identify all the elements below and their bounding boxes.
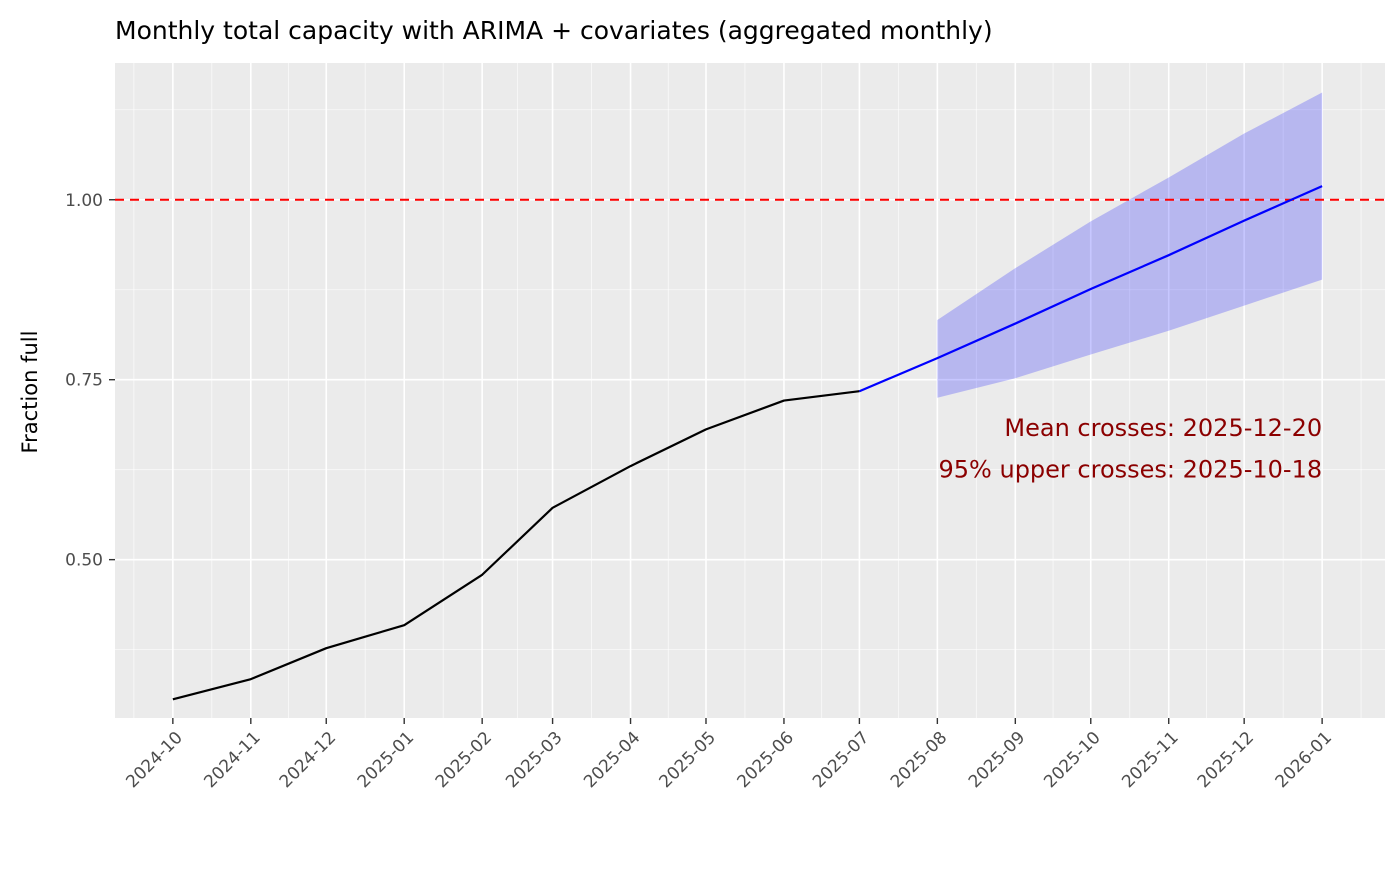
x-tick-label: 2025-11 <box>1118 728 1182 792</box>
crossing-annotation: 95% upper crosses: 2025-10-18 <box>939 456 1323 484</box>
y-axis-label: Fraction full <box>18 331 42 454</box>
crossing-annotation: Mean crosses: 2025-12-20 <box>1004 414 1322 442</box>
x-tick-label: 2026-01 <box>1272 728 1336 792</box>
x-tick-label: 2024-11 <box>200 728 264 792</box>
x-tick-label: 2025-02 <box>432 728 496 792</box>
x-tick-label: 2025-12 <box>1194 728 1258 792</box>
x-tick-label: 2024-12 <box>276 728 340 792</box>
plot-area: 0.50 0.75 1.00 2024-10 2024-11 2024-12 2025-01… <box>65 63 1385 792</box>
y-tick-label: 0.75 <box>65 371 103 391</box>
x-tick-label: 2025-04 <box>580 728 644 792</box>
plot-panel <box>115 63 1385 718</box>
forecast-confidence-band <box>937 92 1323 398</box>
x-tick-label: 2025-05 <box>656 728 720 792</box>
x-tick-label: 2025-09 <box>965 728 1029 792</box>
y-tick-label: 0.50 <box>65 551 103 571</box>
observed-series-line <box>172 390 860 701</box>
x-tick-label: 2025-01 <box>354 728 418 792</box>
forecast-mean-line <box>858 185 1323 393</box>
chart-title: Monthly total capacity with ARIMA + cova… <box>115 16 993 45</box>
x-tick-label: 2025-08 <box>887 728 951 792</box>
x-tick-label: 2025-10 <box>1040 728 1104 792</box>
x-tick-label: 2024-10 <box>122 728 186 792</box>
y-tick-label: 1.00 <box>65 191 103 211</box>
x-tick-label: 2025-07 <box>809 728 873 792</box>
x-tick-label: 2025-06 <box>734 728 798 792</box>
x-tick-label: 2025-03 <box>502 728 566 792</box>
